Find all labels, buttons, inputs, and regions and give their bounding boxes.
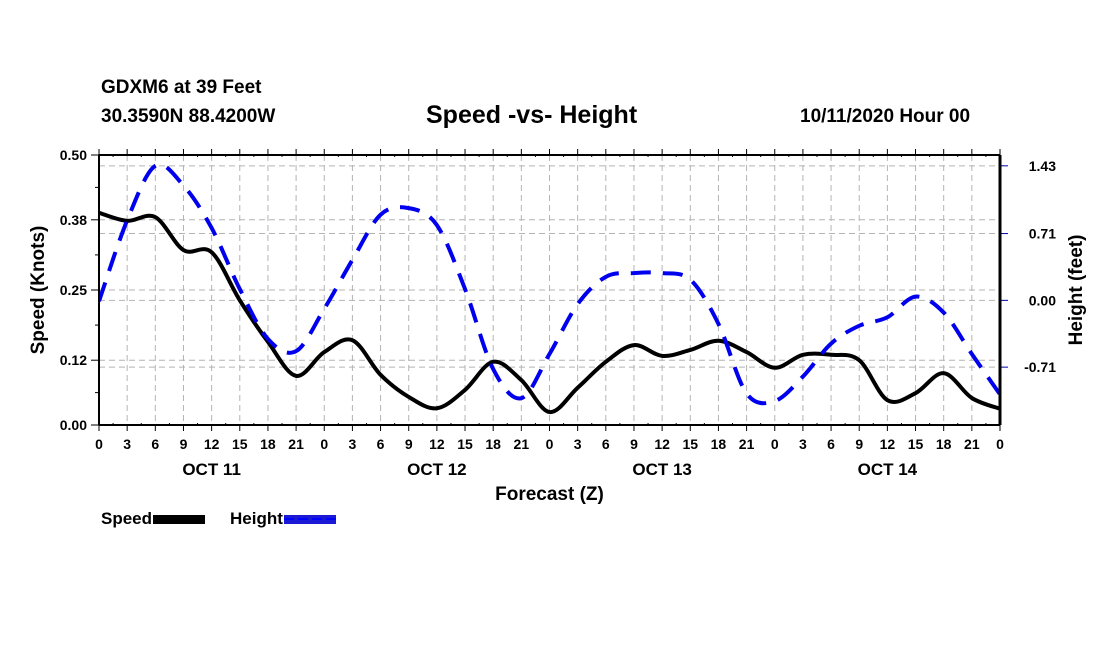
legend-speed: Speed [101, 509, 206, 529]
y-tick-label: 0.50 [60, 147, 87, 163]
x-tick-label: 12 [204, 436, 220, 452]
x-tick-label: 18 [485, 436, 501, 452]
x-tick-label: 6 [602, 436, 610, 452]
day-label: OCT 12 [407, 460, 467, 479]
x-tick-label: 12 [429, 436, 445, 452]
x-tick-label: 21 [288, 436, 304, 452]
x-tick-label: 21 [964, 436, 980, 452]
x-tick-label: 3 [574, 436, 582, 452]
x-tick-label: 12 [654, 436, 670, 452]
y-tick-label: 0.38 [60, 212, 87, 228]
day-label: OCT 11 [182, 460, 241, 479]
series-layer [99, 162, 1000, 415]
x-tick-label: 9 [180, 436, 188, 452]
x-tick-label: 18 [936, 436, 952, 452]
y-tick-label: 0.00 [60, 417, 87, 433]
y2-tick-label: 0.00 [1029, 292, 1056, 308]
x-tick-label: 3 [799, 436, 807, 452]
y2-tick-label: -0.71 [1024, 359, 1056, 375]
station-coordinates: 30.3590N 88.4200W [101, 106, 276, 127]
legend-height: Height [230, 509, 336, 529]
day-label: OCT 13 [632, 460, 692, 479]
series-line-height [99, 162, 1000, 406]
legend-speed-swatch [153, 514, 206, 524]
legend-speed-label: Speed [101, 509, 153, 528]
x-tick-label: 9 [405, 436, 413, 452]
x-tick-label: 15 [457, 436, 473, 452]
x-tick-label: 12 [880, 436, 896, 452]
x-tick-label: 18 [711, 436, 727, 452]
x-tick-label: 6 [377, 436, 385, 452]
forecast-datetime: 10/11/2020 Hour 00 [800, 106, 971, 127]
y2-tick-label: 1.43 [1029, 158, 1056, 174]
x-axis-title: Forecast (Z) [495, 484, 604, 505]
x-tick-label: 0 [546, 436, 554, 452]
x-tick-label: 0 [95, 436, 103, 452]
station-label: GDXM6 at 39 Feet [101, 77, 262, 98]
x-tick-label: 15 [908, 436, 924, 452]
y-tick-label: 0.12 [60, 352, 87, 368]
series-line-speed [99, 210, 1000, 415]
x-tick-label: 3 [349, 436, 357, 452]
day-label: OCT 14 [858, 460, 918, 479]
legend-height-swatch [283, 514, 336, 524]
y-tick-label: 0.25 [60, 282, 87, 298]
x-tick-label: 15 [682, 436, 698, 452]
x-tick-label: 9 [630, 436, 638, 452]
x-tick-label: 18 [260, 436, 276, 452]
x-tick-label: 21 [514, 436, 530, 452]
x-tick-label: 6 [151, 436, 159, 452]
x-tick-label: 3 [123, 436, 131, 452]
axis-labels: 0 3 6 9 12 15 18 21 0 3 6 9 12 15 18 21 0 3 6 9 12 15 18 21 0 3 6 9… [28, 147, 1087, 505]
x-tick-label: 6 [827, 436, 835, 452]
plot-frame [98, 154, 1002, 426]
x-tick-label: 0 [996, 436, 1004, 452]
x-tick-label: 15 [232, 436, 248, 452]
y2-tick-label: 0.71 [1029, 226, 1056, 242]
chart-title: Speed -vs- Height [426, 101, 638, 129]
x-tick-label: 9 [855, 436, 863, 452]
x-tick-label: 0 [320, 436, 328, 452]
y2-axis-title: Height (feet) [1066, 235, 1087, 346]
y-axis-title: Speed (Knots) [28, 226, 49, 355]
legend-height-label: Height [230, 509, 283, 528]
x-tick-label: 0 [771, 436, 779, 452]
x-tick-label: 21 [739, 436, 755, 452]
